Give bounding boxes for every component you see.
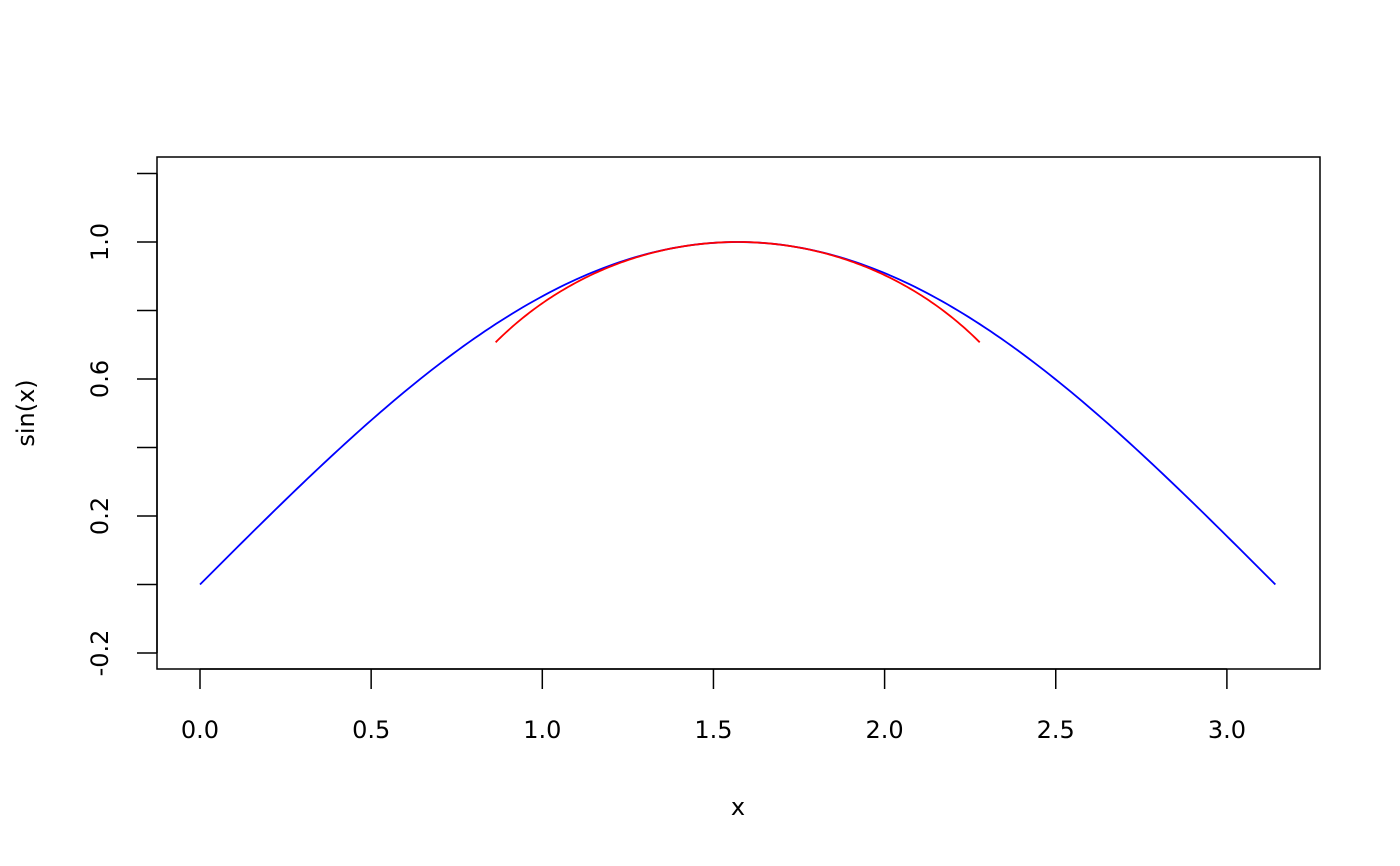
y-tick-label: 0.6 bbox=[86, 360, 114, 398]
series-sin-line bbox=[199, 241, 1277, 586]
x-axis-label: x bbox=[731, 793, 745, 821]
y-tick-label: 1.0 bbox=[86, 223, 114, 261]
y-axis-label: sin(x) bbox=[12, 379, 40, 446]
y-tick-label: -0.2 bbox=[86, 630, 114, 677]
x-tick-label: 1.5 bbox=[694, 716, 732, 744]
x-tick-label: 2.5 bbox=[1037, 716, 1075, 744]
x-tick-label: 0.0 bbox=[181, 716, 219, 744]
y-axis: -0.2 0.2 0.6 1.0 bbox=[86, 172, 158, 677]
y-tick-label: 0.2 bbox=[86, 497, 114, 535]
x-tick-label: 2.0 bbox=[866, 716, 904, 744]
x-tick-label: 1.0 bbox=[523, 716, 561, 744]
x-tick-label: 0.5 bbox=[352, 716, 390, 744]
x-axis: 0.0 0.5 1.0 1.5 2.0 2.5 3.0 bbox=[181, 668, 1246, 744]
series-lines bbox=[199, 241, 1277, 586]
plot-box bbox=[156, 156, 1321, 670]
series-red-arc bbox=[495, 241, 981, 343]
x-tick-label: 3.0 bbox=[1208, 716, 1246, 744]
